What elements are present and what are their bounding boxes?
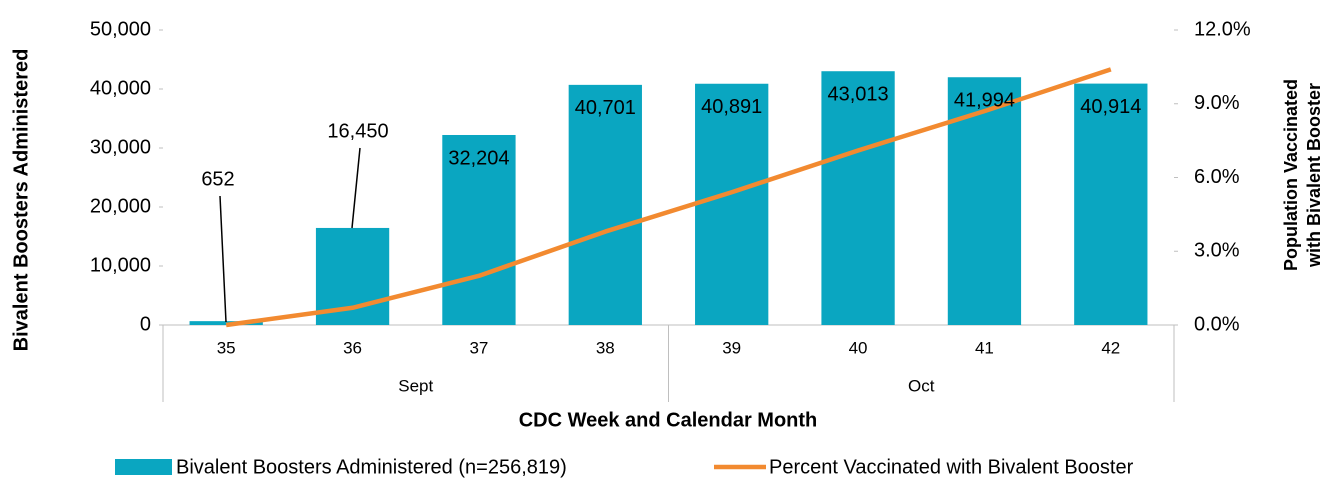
x-tick-label: 37 — [469, 338, 488, 357]
data-label: 41,994 — [954, 90, 1015, 112]
data-label: 43,013 — [827, 84, 888, 106]
y-tick-label: 50,000 — [90, 18, 151, 40]
x-tick-label: 42 — [1101, 338, 1120, 357]
y2-tick-label: 3.0% — [1194, 240, 1240, 262]
bar — [947, 77, 1022, 325]
y2-axis-label: with Bivalent Booster — [1304, 83, 1324, 268]
x-tick-label: 39 — [722, 338, 741, 357]
y-tick-label: 40,000 — [90, 77, 151, 99]
y2-axis-label: Population Vaccinated — [1281, 79, 1301, 271]
group-label: Oct — [908, 376, 935, 395]
bar — [821, 71, 895, 325]
data-label: 40,914 — [1080, 96, 1141, 118]
x-tick-label: 38 — [596, 338, 615, 357]
y-axis-label: Bivalent Boosters Administered — [10, 49, 32, 352]
leader-line — [219, 195, 227, 323]
legend-label: Percent Vaccinated with Bivalent Booster — [769, 456, 1134, 478]
group-label: Sept — [398, 376, 433, 395]
bar — [442, 134, 516, 325]
legend-label: Bivalent Boosters Administered (n=256,81… — [176, 456, 567, 478]
data-label: 16,450 — [327, 120, 388, 142]
bar — [695, 83, 769, 325]
legend-swatch — [115, 459, 172, 475]
y2-tick-label: 0.0% — [1194, 313, 1240, 335]
data-label: 652 — [201, 168, 234, 190]
x-tick-label: 40 — [849, 338, 868, 357]
leader-line — [351, 147, 361, 229]
data-label: 40,701 — [575, 97, 636, 119]
data-label: 40,891 — [701, 96, 762, 118]
line — [225, 67, 1112, 328]
y-tick-label: 30,000 — [90, 136, 151, 158]
y2-tick-label: 9.0% — [1194, 92, 1240, 114]
y2-tick-label: 12.0% — [1194, 18, 1251, 40]
y-tick-label: 20,000 — [90, 195, 151, 217]
bar — [568, 84, 642, 325]
y2-tick-label: 6.0% — [1194, 166, 1240, 188]
data-label: 32,204 — [448, 147, 509, 169]
y-tick-label: 0 — [140, 313, 151, 335]
x-tick-label: 41 — [975, 338, 994, 357]
bar — [1074, 83, 1148, 326]
x-tick-label: 36 — [343, 338, 362, 357]
x-axis-label: CDC Week and Calendar Month — [519, 409, 818, 431]
y-tick-label: 10,000 — [90, 254, 151, 276]
x-tick-label: 35 — [217, 338, 236, 357]
